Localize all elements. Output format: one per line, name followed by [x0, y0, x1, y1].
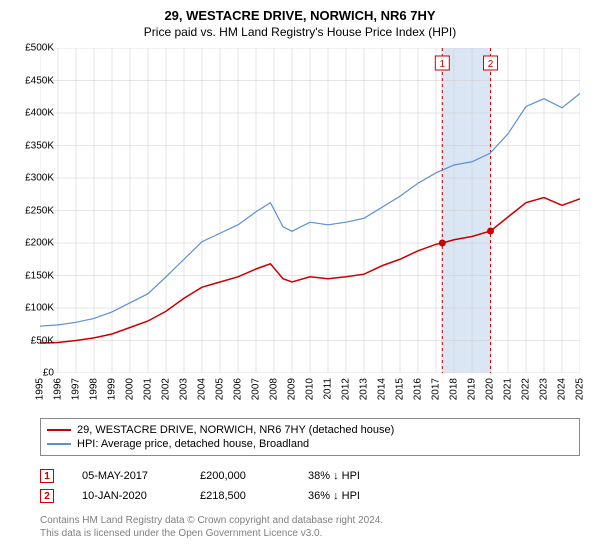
y-tick-label: £350K [25, 140, 54, 151]
sale-marker: 2 [40, 489, 54, 503]
x-tick-label: 2019 [467, 378, 478, 400]
y-tick-label: £500K [25, 43, 54, 54]
x-tick-label: 2010 [305, 378, 316, 400]
x-tick-label: 2001 [143, 378, 154, 400]
legend-swatch [47, 443, 71, 445]
footnote-line: Contains HM Land Registry data © Crown c… [40, 514, 580, 527]
chart-subtitle: Price paid vs. HM Land Registry's House … [0, 23, 600, 39]
sale-marker: 1 [40, 469, 54, 483]
x-tick-label: 1996 [53, 378, 64, 400]
x-tick-label: 1998 [89, 378, 100, 400]
x-tick-label: 2016 [413, 378, 424, 400]
chart-container: 29, WESTACRE DRIVE, NORWICH, NR6 7HY Pri… [0, 0, 600, 560]
y-tick-label: £50K [31, 335, 54, 346]
x-tick-label: 2012 [341, 378, 352, 400]
y-tick-label: £150K [25, 270, 54, 281]
sale-price: £218,500 [200, 490, 280, 502]
x-tick-label: 2008 [269, 378, 280, 400]
svg-text:2: 2 [488, 59, 494, 70]
x-tick-label: 2003 [179, 378, 190, 400]
sales-table: 1 05-MAY-2017 £200,000 38% ↓ HPI 2 10-JA… [40, 466, 580, 506]
legend-swatch [47, 429, 71, 431]
sale-row: 2 10-JAN-2020 £218,500 36% ↓ HPI [40, 486, 580, 506]
y-tick-label: £100K [25, 303, 54, 314]
x-tick-label: 1997 [71, 378, 82, 400]
x-tick-label: 2013 [359, 378, 370, 400]
sale-pct: 36% ↓ HPI [308, 490, 360, 502]
x-tick-label: 2023 [539, 378, 550, 400]
x-tick-label: 2006 [233, 378, 244, 400]
y-tick-label: £400K [25, 108, 54, 119]
y-tick-label: £450K [25, 75, 54, 86]
x-tick-label: 2022 [521, 378, 532, 400]
x-tick-label: 2025 [575, 378, 586, 400]
chart-title: 29, WESTACRE DRIVE, NORWICH, NR6 7HY [0, 0, 600, 23]
x-tick-label: 2005 [215, 378, 226, 400]
sale-date: 05-MAY-2017 [82, 470, 172, 482]
x-tick-label: 2017 [431, 378, 442, 400]
x-tick-label: 2021 [503, 378, 514, 400]
x-tick-label: 2009 [287, 378, 298, 400]
x-tick-label: 2015 [395, 378, 406, 400]
y-tick-label: £250K [25, 205, 54, 216]
x-tick-label: 1995 [35, 378, 46, 400]
footnote-line: This data is licensed under the Open Gov… [40, 527, 580, 540]
y-tick-label: £300K [25, 173, 54, 184]
x-tick-label: 2020 [485, 378, 496, 400]
plot-svg: 12 [40, 48, 580, 373]
x-tick-label: 2018 [449, 378, 460, 400]
x-tick-label: 2002 [161, 378, 172, 400]
legend-label: 29, WESTACRE DRIVE, NORWICH, NR6 7HY (de… [77, 424, 394, 436]
sale-row: 1 05-MAY-2017 £200,000 38% ↓ HPI [40, 466, 580, 486]
x-tick-label: 2004 [197, 378, 208, 400]
x-tick-label: 2024 [557, 378, 568, 400]
legend-label: HPI: Average price, detached house, Broa… [77, 438, 309, 450]
svg-text:1: 1 [440, 59, 446, 70]
sale-price: £200,000 [200, 470, 280, 482]
x-tick-label: 2014 [377, 378, 388, 400]
x-tick-label: 2000 [125, 378, 136, 400]
legend-item: HPI: Average price, detached house, Broa… [47, 437, 573, 451]
legend: 29, WESTACRE DRIVE, NORWICH, NR6 7HY (de… [40, 418, 580, 456]
x-tick-label: 1999 [107, 378, 118, 400]
x-tick-label: 2007 [251, 378, 262, 400]
y-tick-label: £0 [43, 368, 54, 379]
x-tick-label: 2011 [323, 378, 334, 400]
y-tick-label: £200K [25, 238, 54, 249]
plot-area: 12 [40, 48, 580, 373]
legend-item: 29, WESTACRE DRIVE, NORWICH, NR6 7HY (de… [47, 423, 573, 437]
sale-pct: 38% ↓ HPI [308, 470, 360, 482]
sale-date: 10-JAN-2020 [82, 490, 172, 502]
footnote: Contains HM Land Registry data © Crown c… [40, 514, 580, 540]
